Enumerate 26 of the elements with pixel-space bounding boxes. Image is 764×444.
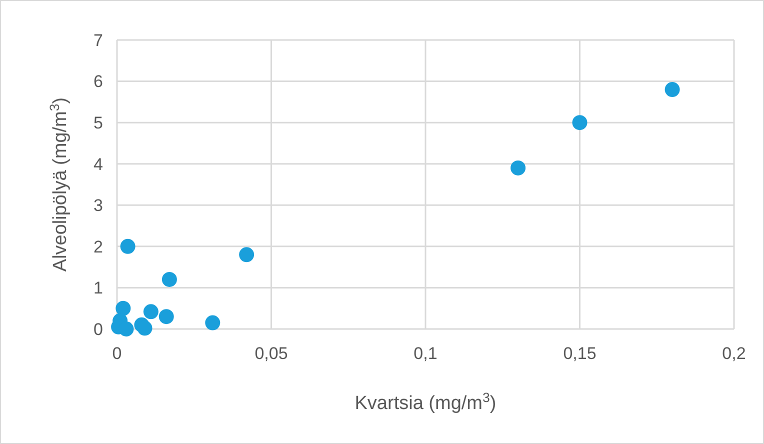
- y-tick-label: 7: [94, 30, 103, 50]
- point: [143, 304, 158, 320]
- point: [572, 115, 588, 130]
- point: [137, 320, 152, 336]
- x-tick-label: 0,05: [254, 344, 288, 363]
- point: [120, 238, 136, 254]
- x-tick-label: 0,15: [563, 344, 596, 363]
- point: [664, 82, 680, 98]
- y-tick-label: 5: [94, 114, 103, 133]
- point: [158, 309, 174, 324]
- point: [116, 300, 131, 316]
- x-tick-label: 0,1: [414, 344, 438, 363]
- point: [510, 160, 526, 176]
- y-tick-label: 0: [94, 320, 103, 339]
- y-tick-label: 4: [94, 154, 103, 174]
- point: [162, 272, 177, 287]
- y-tick-label: 1: [94, 278, 103, 298]
- y-tick-label: 2: [94, 237, 103, 256]
- point: [118, 322, 134, 336]
- point: [239, 247, 254, 262]
- x-tick-label: 0: [112, 344, 122, 363]
- x-tick-label: 0,2: [722, 344, 746, 363]
- y-tick-label: 6: [94, 72, 103, 92]
- x-axis-title: Kvartsia (mg/m$^{3}$): [354, 390, 496, 414]
- y-tick-label: 3: [94, 196, 103, 216]
- point: [205, 315, 220, 330]
